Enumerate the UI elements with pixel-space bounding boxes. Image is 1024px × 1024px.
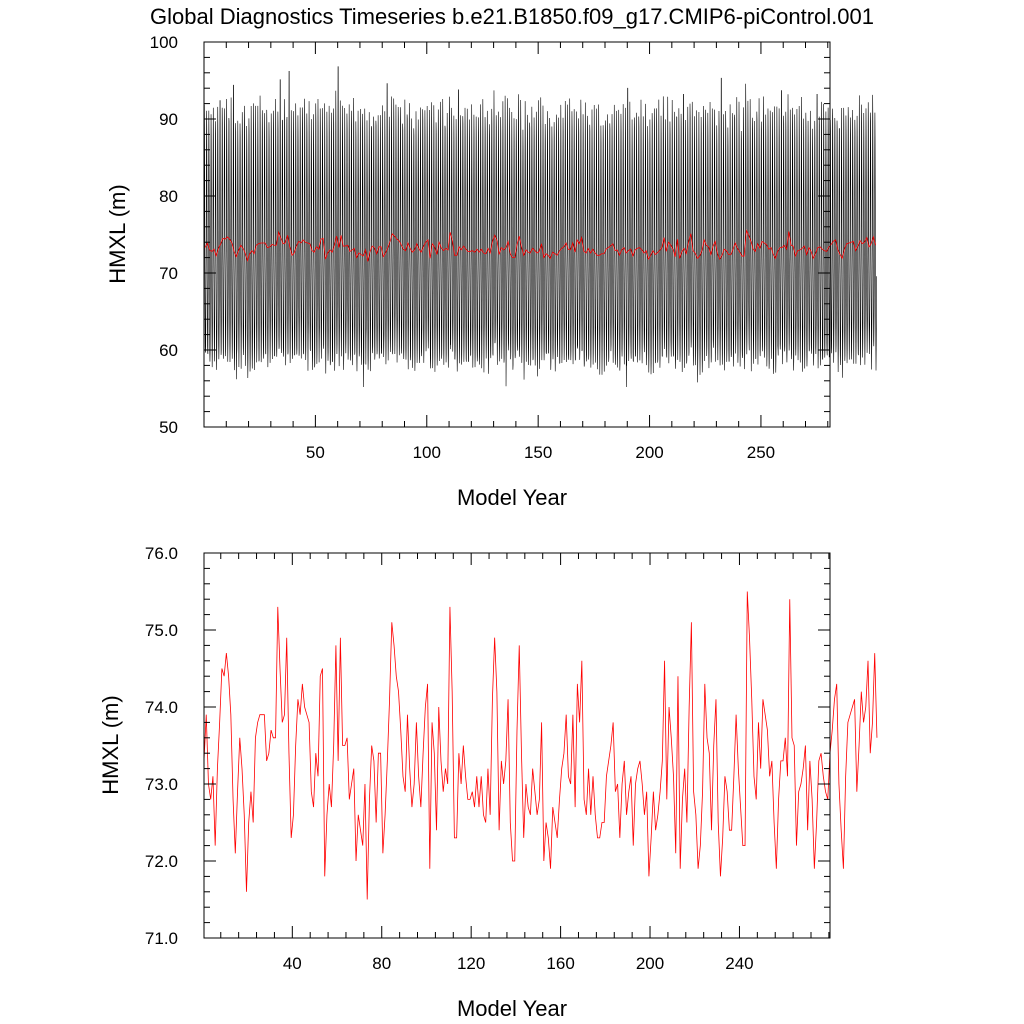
x-tick-label: 80 [372,954,391,973]
annual-mean-series-line [203,591,878,900]
x-tick-label: 160 [546,954,574,973]
y-tick-label: 80 [159,187,178,206]
y-tick-label: 50 [159,418,178,437]
x-tick-label: 200 [635,443,663,462]
top-x-axis-label: Model Year [457,485,567,510]
y-tick-label: 71.0 [145,929,178,948]
x-tick-label: 50 [306,443,325,462]
y-tick-label: 73.0 [145,775,178,794]
x-tick-label: 100 [413,443,441,462]
x-tick-label: 120 [457,954,485,973]
annual-mean-series-line [204,229,877,263]
x-tick-label: 150 [524,443,552,462]
bottom-panel: 40 80 120 160 200 240 71.0 72.0 73.0 74.0 75.0 76.… [98,544,878,1021]
top-y-axis-label: HMXL (m) [105,184,130,283]
x-tick-label: 200 [636,954,664,973]
y-tick-label: 70 [159,264,178,283]
bottom-x-axis-label: Model Year [457,996,567,1021]
y-tick-label: 75.0 [145,621,178,640]
top-plot-frame [203,41,831,428]
x-tick-label: 250 [747,443,775,462]
monthly-series-line [203,66,877,387]
top-y-tick-labels: 50 60 70 80 90 100 [150,33,178,437]
y-tick-label: 76.0 [145,544,178,563]
top-x-tick-labels: 50 100 150 200 250 [306,443,775,462]
bottom-x-tick-labels: 40 80 120 160 200 240 [283,954,754,973]
x-tick-label: 40 [283,954,302,973]
bottom-y-tick-labels: 71.0 72.0 73.0 74.0 75.0 76.0 [145,544,178,948]
y-tick-label: 72.0 [145,852,178,871]
bottom-tick-marks [204,552,830,939]
x-tick-label: 240 [725,954,753,973]
y-tick-label: 90 [159,110,178,129]
y-tick-label: 60 [159,341,178,360]
bottom-y-axis-label: HMXL (m) [98,695,123,794]
y-tick-label: 74.0 [145,698,178,717]
top-plot-lines [203,66,877,387]
y-tick-label: 100 [150,33,178,52]
figure-title: Global Diagnostics Timeseries b.e21.B185… [150,4,874,29]
bottom-plot-frame [203,552,831,939]
bottom-plot-lines [203,591,878,900]
